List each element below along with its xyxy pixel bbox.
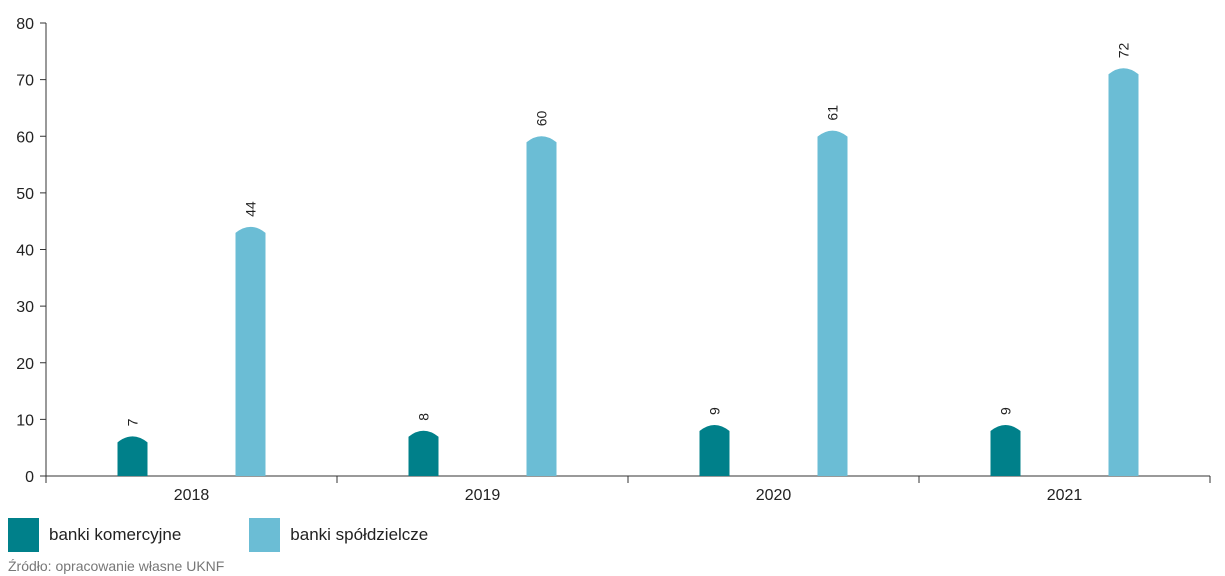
legend-label-cooperative: banki spółdzielcze [290,525,429,544]
bar [990,425,1021,476]
bar-chart: 0 10 20 30 40 50 60 70 80 2018 2019 2020 2021 7 8 9 9 4… [16,16,1211,504]
y-tick-label: 80 [16,16,34,33]
data-label: 9 [998,407,1014,415]
y-tick-label: 30 [16,299,34,316]
x-tick-label: 2020 [756,487,792,504]
y-tick-label: 0 [25,469,34,486]
bar [817,130,848,476]
legend-item-commercial: banki komercyjne [8,518,181,552]
bar [408,430,439,476]
x-tick-label: 2018 [174,487,210,504]
data-label: 44 [243,201,259,217]
data-label: 60 [534,110,550,126]
y-tick-label: 70 [16,73,34,90]
legend-swatch-commercial [8,518,39,552]
y-tick-label: 60 [16,129,34,146]
bars [117,68,1139,477]
y-axis: 0 10 20 30 40 50 60 70 80 [16,16,47,486]
legend-swatch-cooperative [249,518,281,552]
data-label: 7 [125,418,141,426]
y-tick-label: 10 [16,412,34,429]
legend-label-commercial: banki komercyjne [49,525,182,544]
bar [117,436,148,476]
legend-item-cooperative: banki spółdzielcze [249,518,428,552]
source-note: Źródło: opracowanie własne UKNF [8,558,225,574]
bar [699,425,730,476]
data-labels: 7 8 9 9 44 60 61 72 [125,43,1132,427]
legend: banki komercyjne banki spółdzielcze [8,518,496,552]
data-label: 72 [1116,43,1132,59]
data-label: 8 [416,413,432,421]
y-tick-label: 20 [16,356,34,373]
bar [1108,68,1139,477]
bar [235,226,266,476]
bar [526,136,557,476]
x-axis: 2018 2019 2020 2021 [46,475,1211,504]
data-label: 9 [707,407,723,415]
x-tick-label: 2019 [465,487,501,504]
x-tick-label: 2021 [1047,487,1083,504]
y-tick-label: 40 [16,243,34,260]
data-label: 61 [825,105,841,121]
y-tick-label: 50 [16,186,34,203]
